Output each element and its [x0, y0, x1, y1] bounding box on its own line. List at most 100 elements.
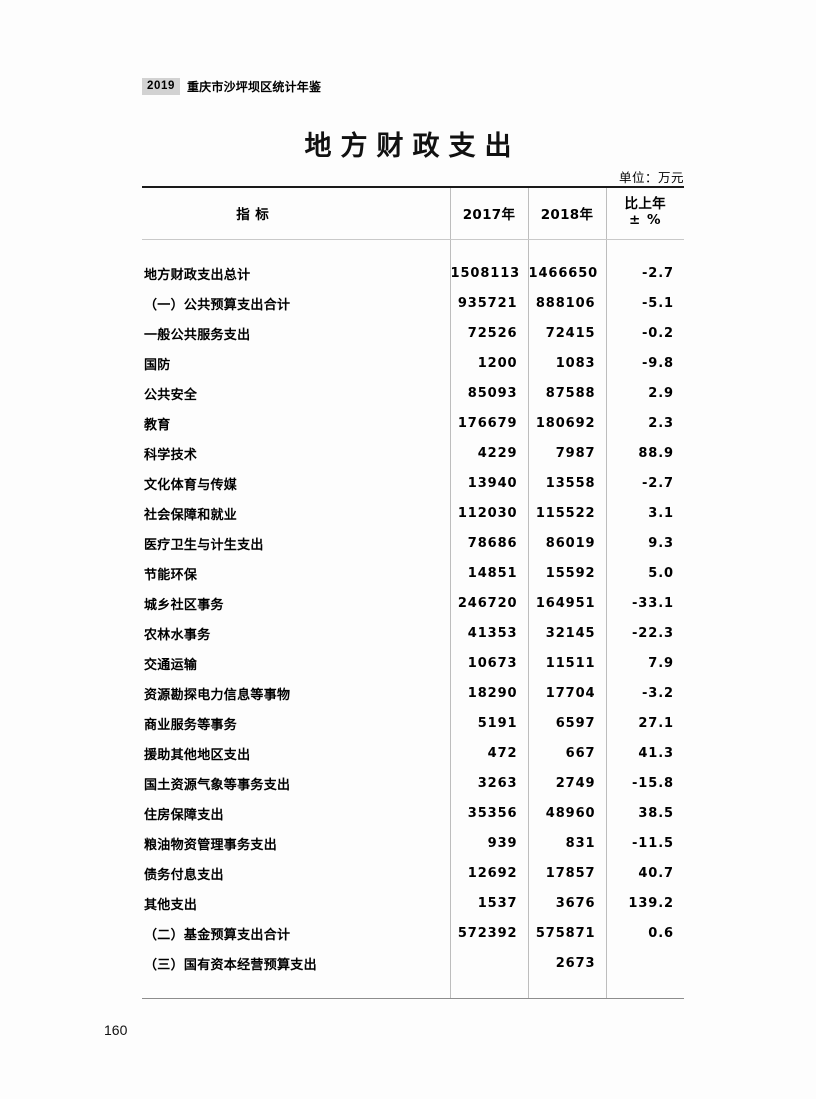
table-row: 农林水事务 41353 32145 -22.3 [142, 618, 684, 649]
cell-2018: 3676 [527, 888, 606, 919]
cell-2018: 72415 [527, 318, 606, 349]
cell-2018: 32145 [527, 618, 606, 649]
running-head-title: 重庆市沙坪坝区统计年鉴 [186, 80, 322, 94]
cell-change-pct: 38.5 [605, 798, 684, 829]
cell-2018: 87588 [527, 378, 606, 409]
table-row: 文化体育与传媒 13940 13558 -2.7 [142, 468, 684, 499]
column-header-2017: 2017年 [449, 188, 528, 241]
table-spacer-row [142, 239, 684, 259]
cell-2017: 41353 [449, 618, 528, 649]
cell-2017: 4229 [449, 438, 528, 469]
finance-table-wrapper: 指 标 2017年 2018年 比上年 ± % 地方财政支出总计 1508113 1… [142, 186, 684, 1000]
table-row: 住房保障支出 35356 48960 38.5 [142, 798, 684, 829]
column-header-change: 比上年 ± % [605, 188, 684, 241]
cell-2017: 939 [449, 828, 528, 859]
column-header-indicator: 指 标 [142, 188, 450, 241]
table-row: 公共安全 85093 87588 2.9 [142, 378, 684, 409]
page-number: 160 [104, 1022, 128, 1038]
row-label: 粮油物资管理事务支出 [144, 837, 278, 853]
cell-change-pct: 40.7 [605, 858, 684, 889]
table-row: 交通运输 10673 11511 7.9 [142, 648, 684, 679]
cell-change-pct: 41.3 [605, 738, 684, 769]
cell-2018: 888106 [527, 288, 606, 319]
row-label: （二）基金预算支出合计 [144, 927, 291, 943]
running-head-year-tag: 2019 [142, 78, 180, 95]
row-label: （一）公共预算支出合计 [144, 297, 291, 313]
table-bottom-rule [142, 998, 684, 1000]
cell-2018: 6597 [527, 708, 606, 739]
cell-2017: 112030 [449, 498, 528, 529]
cell-change-pct: 7.9 [605, 648, 684, 679]
cell-2018: 831 [527, 828, 606, 859]
cell-2018: 180692 [527, 408, 606, 439]
cell-2018: 667 [527, 738, 606, 769]
table-row: 科学技术 4229 7987 88.9 [142, 438, 684, 469]
cell-2017: 1200 [449, 348, 528, 379]
cell-change-pct: -11.5 [605, 828, 684, 859]
column-header-2018: 2018年 [527, 188, 606, 241]
cell-2017: 78686 [449, 528, 528, 559]
table-row: 粮油物资管理事务支出 939 831 -11.5 [142, 828, 684, 859]
row-label: 教育 [144, 417, 171, 433]
table-row: 国土资源气象等事务支出 3263 2749 -15.8 [142, 768, 684, 799]
cell-2017: 1537 [449, 888, 528, 919]
spacer-cell [605, 978, 684, 999]
row-label: 城乡社区事务 [144, 597, 224, 613]
row-label: 农林水事务 [144, 627, 211, 643]
row-label: 交通运输 [144, 657, 198, 673]
cell-change-pct: 139.2 [605, 888, 684, 919]
table-row: （三）国有资本经营预算支出 2673 [142, 948, 684, 979]
running-head: 2019 重庆市沙坪坝区统计年鉴 [142, 78, 321, 95]
table-row: 社会保障和就业 112030 115522 3.1 [142, 498, 684, 529]
cell-2017: 176679 [449, 408, 528, 439]
table-row: 国防 1200 1083 -9.8 [142, 348, 684, 379]
table-row: 节能环保 14851 15592 5.0 [142, 558, 684, 589]
table-row: （二）基金预算支出合计 572392 575871 0.6 [142, 918, 684, 949]
cell-2018: 13558 [527, 468, 606, 499]
table-row: 地方财政支出总计 1508113 1466650 -2.7 [142, 258, 684, 289]
cell-change-pct: -9.8 [605, 348, 684, 379]
cell-change-pct: 9.3 [605, 528, 684, 559]
cell-2017: 18290 [449, 678, 528, 709]
cell-change-pct: 88.9 [605, 438, 684, 469]
cell-2017: 1508113 [449, 258, 528, 289]
spacer-cell [605, 239, 684, 259]
table-spacer-row [142, 978, 684, 999]
cell-change-pct: -22.3 [605, 618, 684, 649]
cell-2018: 11511 [527, 648, 606, 679]
cell-2017: 935721 [449, 288, 528, 319]
row-label: 社会保障和就业 [144, 507, 238, 523]
local-fiscal-expenditure-table: 指 标 2017年 2018年 比上年 ± % 地方财政支出总计 1508113 1… [142, 188, 684, 999]
spacer-cell [527, 978, 606, 999]
cell-2017 [449, 948, 528, 979]
table-row: 医疗卫生与计生支出 78686 86019 9.3 [142, 528, 684, 559]
spacer-cell [142, 978, 450, 998]
table-row: 援助其他地区支出 472 667 41.3 [142, 738, 684, 769]
cell-2018: 164951 [527, 588, 606, 619]
column-header-change-line1: 比上年 [624, 196, 666, 212]
page-title: 地方财政支出 [304, 131, 521, 162]
cell-2017: 3263 [449, 768, 528, 799]
table-row: 商业服务等事务 5191 6597 27.1 [142, 708, 684, 739]
table-body: 地方财政支出总计 1508113 1466650 -2.7 （一）公共预算支出合计 935… [142, 239, 684, 999]
spacer-cell [142, 240, 450, 259]
cell-2018: 575871 [527, 918, 606, 949]
table-row: 城乡社区事务 246720 164951 -33.1 [142, 588, 684, 619]
table-header-row: 指 标 2017年 2018年 比上年 ± % [142, 188, 684, 241]
table-top-rule [142, 186, 684, 188]
table-row: 债务付息支出 12692 17857 40.7 [142, 858, 684, 889]
cell-2018: 48960 [527, 798, 606, 829]
row-label: 债务付息支出 [144, 867, 224, 883]
row-label: 公共安全 [144, 387, 198, 403]
cell-change-pct: 27.1 [605, 708, 684, 739]
table-row: （一）公共预算支出合计 935721 888106 -5.1 [142, 288, 684, 319]
cell-2018: 2749 [527, 768, 606, 799]
cell-2018: 2673 [527, 948, 606, 979]
cell-2018: 1466650 [527, 258, 606, 289]
cell-2017: 10673 [449, 648, 528, 679]
row-label: 国防 [144, 357, 171, 373]
unit-note: 单位：万元 [618, 170, 684, 185]
table-head: 指 标 2017年 2018年 比上年 ± % [142, 188, 684, 241]
row-label: 住房保障支出 [144, 807, 224, 823]
